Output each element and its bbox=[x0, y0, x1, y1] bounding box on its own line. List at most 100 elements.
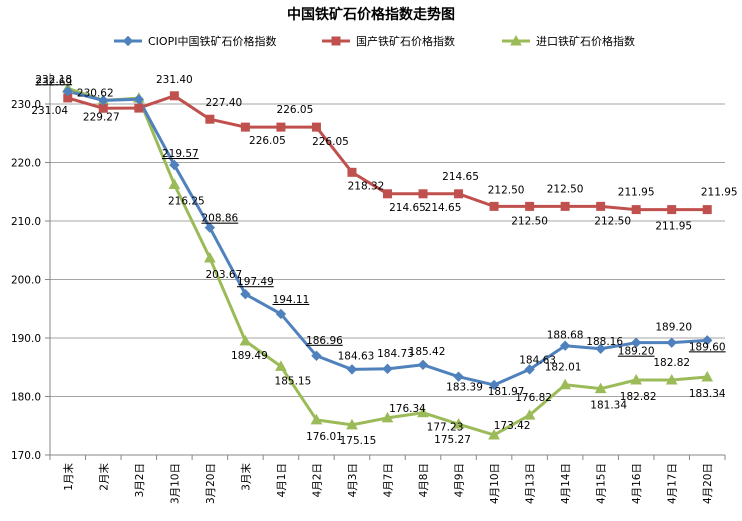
marker-triangle bbox=[488, 428, 500, 440]
marker-triangle bbox=[452, 418, 465, 429]
marker-triangle bbox=[168, 178, 181, 189]
marker-square bbox=[702, 205, 712, 215]
y-tick-label: 230.0 bbox=[11, 99, 41, 111]
marker-square bbox=[311, 122, 321, 132]
marker-triangle bbox=[701, 370, 714, 382]
data-label: 211.95 bbox=[655, 221, 692, 233]
marker-diamond bbox=[240, 288, 251, 300]
x-tick-label: 4月20日 bbox=[702, 463, 714, 504]
data-label: 181.34 bbox=[590, 400, 627, 412]
marker-diamond bbox=[204, 222, 216, 233]
data-label: 232.18 bbox=[35, 74, 72, 86]
x-tick-label: 3月10日 bbox=[169, 463, 181, 504]
data-label: 208.86 bbox=[201, 213, 238, 225]
x-tick-label: 4月14日 bbox=[560, 463, 572, 504]
marker-square bbox=[240, 122, 250, 132]
data-label: 232.69 bbox=[35, 76, 72, 88]
data-label: 176.82 bbox=[515, 392, 552, 404]
data-label: 219.57 bbox=[162, 148, 199, 160]
chart-title: 中国铁矿石价格指数走势图 bbox=[287, 6, 455, 23]
x-tick-label: 4月17日 bbox=[667, 463, 679, 504]
marker-triangle bbox=[594, 382, 607, 394]
marker-diamond bbox=[382, 363, 393, 375]
marker-square bbox=[454, 189, 464, 199]
marker-triangle bbox=[239, 334, 252, 346]
data-label: 194.11 bbox=[273, 294, 310, 306]
data-label: 181.97 bbox=[488, 386, 525, 398]
data-label: 211.95 bbox=[618, 187, 655, 199]
data-label: 184.73 bbox=[377, 348, 414, 360]
marker-diamond bbox=[122, 35, 134, 47]
legend-label-0: CIOPI中国铁矿石价格指数 bbox=[148, 34, 276, 48]
y-axis-tick-labels: 170.0 180.0 190.0 200.0 210.0 220.0 230.0 bbox=[11, 99, 41, 462]
data-label: 197.49 bbox=[237, 276, 274, 288]
grid-lines bbox=[50, 103, 725, 397]
x-tick-label: 4月9日 bbox=[454, 463, 466, 497]
marker-diamond bbox=[666, 337, 677, 348]
legend-label-2: 进口铁矿石价格指数 bbox=[536, 34, 635, 48]
data-label: 212.50 bbox=[488, 184, 525, 196]
data-label: 189.20 bbox=[655, 322, 692, 334]
marker-triangle bbox=[204, 252, 216, 263]
x-tick-label: 4月1日 bbox=[276, 463, 288, 497]
marker-diamond bbox=[169, 159, 180, 171]
marker-square bbox=[596, 201, 606, 211]
x-axis-tick-labels: 1月末 2月末 3月2日 3月10日 3月20日 3月末 4月1日 4月2日 4月3日 4月7日 4… bbox=[62, 463, 714, 505]
data-label: 184.63 bbox=[338, 350, 375, 362]
marker-square bbox=[383, 189, 392, 199]
marker-diamond bbox=[62, 86, 73, 97]
marker-diamond bbox=[311, 350, 322, 361]
data-label: 183.34 bbox=[689, 388, 726, 400]
data-label: 189.20 bbox=[618, 346, 655, 358]
marker-diamond bbox=[346, 364, 358, 375]
marker-triangle bbox=[417, 406, 429, 418]
marker-square bbox=[525, 201, 535, 211]
axes bbox=[45, 73, 726, 460]
x-tick-label: 1月末 bbox=[62, 463, 75, 491]
marker-triangle bbox=[346, 418, 358, 430]
marker-square bbox=[489, 201, 499, 211]
marker-triangle bbox=[523, 409, 536, 420]
y-tick-label: 170.0 bbox=[11, 450, 41, 462]
x-tick-label: 4月16日 bbox=[631, 463, 643, 504]
x-tick-label: 3月20日 bbox=[205, 463, 217, 504]
marker-diamond bbox=[275, 308, 287, 320]
data-label: 188.68 bbox=[547, 330, 584, 342]
marker-diamond bbox=[488, 379, 500, 391]
x-tick-label: 3月2日 bbox=[134, 463, 146, 497]
x-tick-label: 4月13日 bbox=[525, 463, 537, 504]
data-label: 227.40 bbox=[205, 97, 242, 109]
data-label: 185.42 bbox=[409, 346, 446, 358]
data-label: 185.15 bbox=[275, 375, 312, 387]
marker-diamond bbox=[559, 340, 571, 351]
data-label: 211.95 bbox=[701, 187, 738, 199]
data-label: 182.01 bbox=[545, 362, 582, 374]
marker-square bbox=[631, 205, 641, 215]
data-label: 188.16 bbox=[586, 336, 623, 348]
data-label: 212.50 bbox=[547, 183, 584, 195]
x-tick-label: 4月8日 bbox=[418, 463, 430, 497]
marker-square bbox=[205, 114, 215, 124]
y-tick-label: 200.0 bbox=[11, 275, 41, 287]
data-labels: 232.18 230.62 219.57 208.86 197.49 194.11 186.… bbox=[31, 74, 737, 447]
marker-diamond bbox=[595, 343, 606, 354]
marker-square bbox=[134, 103, 144, 113]
series-markers bbox=[61, 82, 714, 440]
x-tick-label: 4月7日 bbox=[383, 463, 395, 497]
x-tick-label: 4月3日 bbox=[347, 463, 359, 497]
marker-diamond bbox=[453, 371, 464, 382]
marker-square bbox=[169, 91, 179, 101]
data-label: 176.01 bbox=[306, 431, 343, 443]
marker-diamond bbox=[702, 335, 713, 346]
data-label: 226.05 bbox=[277, 104, 314, 116]
data-label: 182.82 bbox=[620, 391, 657, 403]
data-label: 230.62 bbox=[77, 87, 114, 99]
series-lines bbox=[67, 86, 708, 437]
data-label: 216.25 bbox=[168, 195, 205, 207]
marker-diamond bbox=[630, 337, 642, 348]
marker-square bbox=[560, 201, 570, 211]
data-label: 184.63 bbox=[519, 354, 556, 366]
x-tick-label: 4月2日 bbox=[311, 463, 323, 497]
data-label: 189.60 bbox=[689, 341, 726, 353]
